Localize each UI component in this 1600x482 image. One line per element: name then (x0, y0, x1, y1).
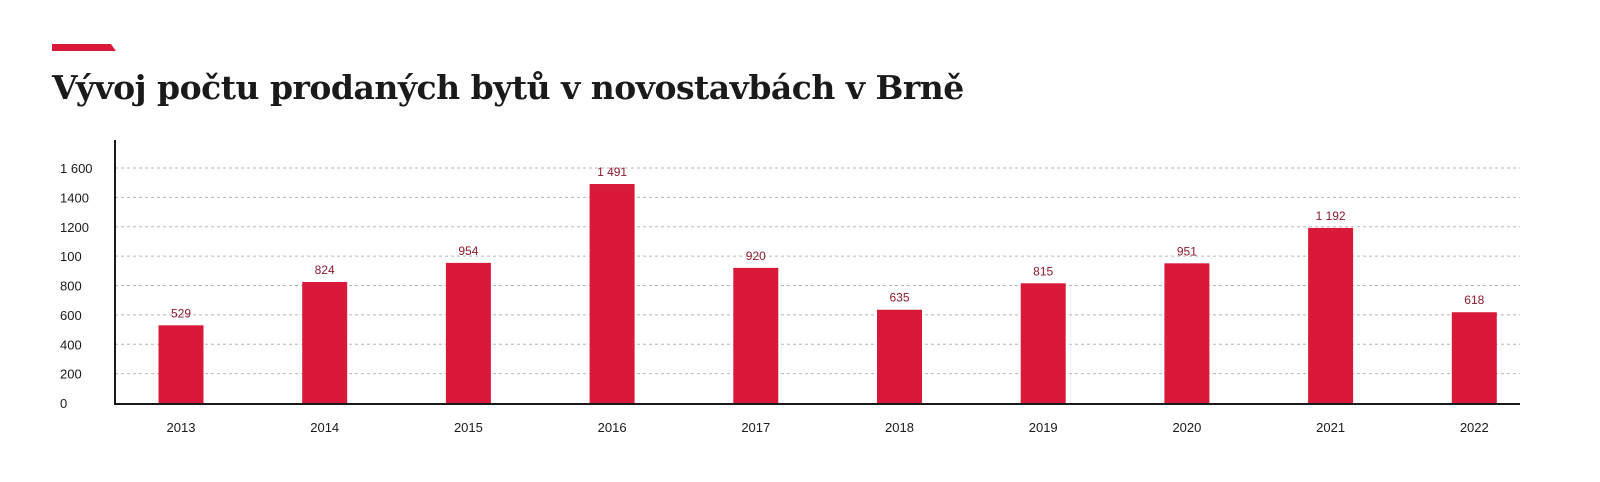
data-label: 824 (315, 263, 335, 277)
x-tick-label: 2020 (1172, 420, 1201, 435)
bar (589, 184, 635, 403)
y-tick-label: 200 (60, 367, 82, 382)
data-label: 1 491 (597, 165, 627, 179)
data-label: 815 (1033, 264, 1053, 278)
y-tick-label: 1 600 (60, 161, 93, 176)
y-tick-label: 100 (60, 249, 82, 264)
grid-lines (115, 167, 1520, 375)
y-tick-label: 800 (60, 279, 82, 294)
chart-title: Vývoj počtu prodaných bytů v novostavbác… (52, 68, 964, 107)
data-label: 635 (889, 291, 909, 305)
x-tick-label: 2021 (1316, 420, 1345, 435)
bar (877, 309, 922, 403)
x-tick-label: 2022 (1460, 420, 1489, 435)
bar (1164, 263, 1210, 403)
labels: 0 200 400 600 800 100 1200 1400 1 600 529 2013 824 2… (60, 161, 1489, 435)
y-tick-label: 1200 (60, 220, 89, 235)
x-tick-label: 2013 (167, 420, 196, 435)
x-tick-label: 2019 (1029, 420, 1058, 435)
data-label: 954 (458, 244, 478, 258)
bar (158, 325, 204, 403)
data-label: 618 (1464, 293, 1484, 307)
data-label: 529 (171, 306, 191, 320)
x-tick-label: 2016 (598, 420, 627, 435)
bar (445, 262, 491, 403)
y-tick-label: 600 (60, 308, 82, 323)
bar (733, 267, 779, 403)
x-tick-label: 2015 (454, 420, 483, 435)
axes (114, 140, 1520, 405)
accent-bar (52, 44, 116, 51)
y-tick-label: 1400 (60, 190, 89, 205)
bar (1308, 227, 1354, 403)
data-label: 1 192 (1316, 209, 1346, 223)
x-tick-label: 2014 (310, 420, 339, 435)
bar (302, 281, 348, 403)
y-tick-label: 0 (60, 396, 67, 411)
x-tick-label: 2018 (885, 420, 914, 435)
data-label: 951 (1177, 244, 1197, 258)
bar (1451, 312, 1497, 403)
bar (1020, 283, 1066, 403)
bars (158, 184, 1497, 403)
data-label: 920 (746, 249, 766, 263)
y-tick-label: 400 (60, 337, 82, 352)
x-tick-label: 2017 (741, 420, 770, 435)
